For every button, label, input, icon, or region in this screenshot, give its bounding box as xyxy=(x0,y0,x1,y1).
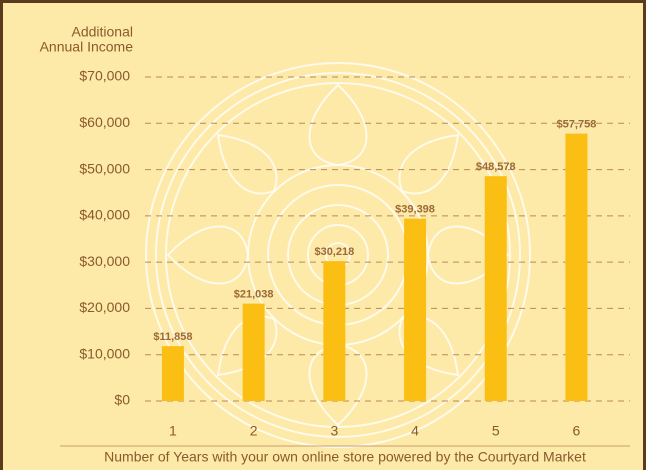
y-tick-label: $20,000 xyxy=(79,299,130,315)
y-tick-label: $50,000 xyxy=(79,160,130,176)
y-tick-label: $60,000 xyxy=(79,114,130,130)
y-axis-title: Additional xyxy=(72,24,134,40)
value-label: $57,758 xyxy=(557,119,597,131)
bar xyxy=(485,176,507,401)
x-tick-label: 4 xyxy=(411,423,419,439)
bar xyxy=(565,134,587,401)
bar xyxy=(162,346,184,401)
value-label: $48,578 xyxy=(476,161,516,173)
value-label: $21,038 xyxy=(234,289,274,301)
y-tick-label: $40,000 xyxy=(79,207,130,223)
y-tick-label: $70,000 xyxy=(79,68,130,84)
value-label: $30,218 xyxy=(314,246,354,258)
value-label: $39,398 xyxy=(395,204,435,216)
x-tick-label: 5 xyxy=(492,423,500,439)
bar xyxy=(323,261,345,401)
y-tick-label: $30,000 xyxy=(79,253,130,269)
value-label: $11,858 xyxy=(153,331,192,343)
x-tick-label: 2 xyxy=(250,423,258,439)
bar xyxy=(243,304,265,401)
bar xyxy=(404,219,426,401)
chart: Additional Annual Income Number of Years… xyxy=(0,0,646,470)
y-tick-label: $0 xyxy=(114,392,130,408)
x-tick-label: 6 xyxy=(573,423,581,439)
x-axis-title: Number of Years with your own online sto… xyxy=(104,449,586,465)
y-axis-title: Annual Income xyxy=(40,39,134,55)
x-tick-label: 3 xyxy=(330,423,338,439)
x-tick-label: 1 xyxy=(169,423,177,439)
y-tick-label: $10,000 xyxy=(79,345,130,361)
